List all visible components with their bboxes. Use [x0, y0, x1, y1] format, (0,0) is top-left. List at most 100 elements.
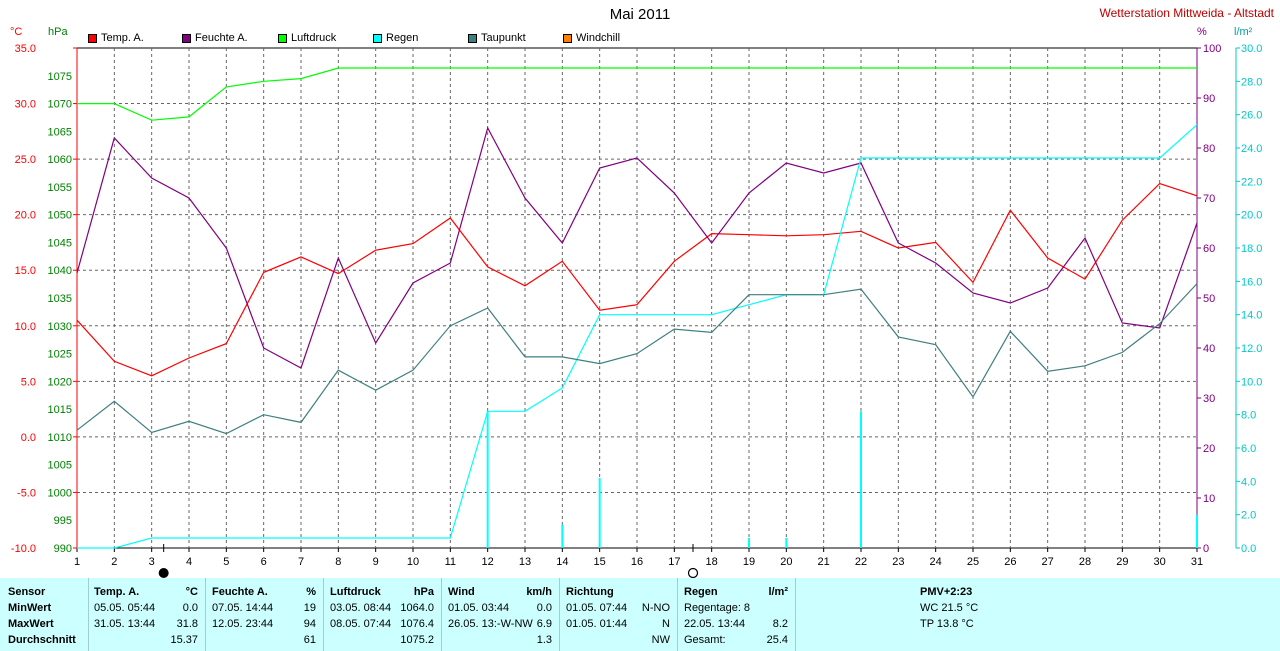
rain-unit: l/m² [1234, 26, 1253, 38]
series-line-luftdruck [77, 67, 1197, 121]
pressure-tick-label: 1020 [48, 376, 72, 388]
x-tick-label: 27 [1042, 556, 1054, 568]
humidity-tick-label: 0 [1203, 543, 1209, 555]
summary-humidity-min-time: 07.05. 14:44 [212, 602, 274, 614]
summary-wind-unit: km/h [526, 586, 552, 598]
legend-swatch [373, 33, 382, 43]
summary-separator [795, 578, 796, 651]
humidity-tick-label: 40 [1203, 343, 1215, 355]
summary-humidity-max-time: 12.05. 23:44 [212, 618, 274, 630]
x-tick-label: 7 [298, 556, 304, 568]
x-tick-label: 1 [74, 556, 80, 568]
summary-wind-col: Wind km/h 01.05. 03:44 0.0 26.05. 13:-W-… [448, 578, 552, 651]
x-tick-label: 14 [556, 556, 568, 568]
summary-direction-max-time: 01.05. 01:44 [566, 618, 628, 630]
humidity-tick-label: 30 [1203, 393, 1215, 405]
temp-tick-label: 5.0 [21, 376, 36, 388]
series-line-feuchte-a [76, 126, 1198, 369]
humidity-tick-label: 80 [1203, 143, 1215, 155]
summary-temp-min-value: 0.0 [182, 602, 198, 614]
humidity-unit: % [1197, 26, 1207, 38]
summary-temp-unit: °C [185, 586, 198, 598]
summary-rain-max-time: 22.05. 13:44 [684, 618, 746, 630]
x-tick-label: 12 [482, 556, 494, 568]
pressure-tick-label: 1010 [48, 432, 72, 444]
x-tick-label: 31 [1191, 556, 1203, 568]
summary-pmv: PMV+2:23 [920, 586, 973, 598]
series-line-temp-a [76, 182, 1198, 377]
x-tick-label: 10 [407, 556, 419, 568]
pressure-tick-label: 1000 [48, 487, 72, 499]
summary-direction-avg-value: NW [651, 634, 670, 646]
summary-rain-max-value: 8.2 [772, 618, 788, 630]
x-tick-label: 18 [706, 556, 718, 568]
rain-tick-label: 4.0 [1241, 476, 1256, 488]
temp-tick-label: -5.0 [17, 487, 36, 499]
summary-sensor-header: Sensor [8, 586, 46, 598]
chart-title: Mai 2011 [609, 6, 671, 23]
legend-label: Taupunkt [481, 32, 526, 44]
summary-separator [88, 578, 89, 651]
humidity-tick-label: 10 [1203, 493, 1215, 505]
x-tick-label: 28 [1079, 556, 1091, 568]
weather-chart: 1 2 3 4 5 6 7 8 9 10 11 12 13 14 15 16 17 18 19 20 21 22 23 24 2… [11, 43, 1262, 578]
x-tick-label: 11 [445, 556, 456, 568]
humidity-tick-label: 20 [1203, 443, 1215, 455]
humidity-tick-label: 70 [1203, 193, 1215, 205]
rain-tick-label: 30.0 [1241, 43, 1262, 55]
summary-avg-label: Durchschnitt [8, 634, 76, 646]
legend-swatch [563, 33, 572, 43]
rain-tick-label: 8.0 [1241, 410, 1256, 422]
summary-wind-max-value: 6.9 [536, 618, 552, 630]
summary-min-label: MinWert [8, 602, 52, 614]
x-tick-label: 3 [149, 556, 155, 568]
x-tick-label: 19 [743, 556, 755, 568]
legend-label: Temp. A. [101, 32, 144, 44]
summary-direction-min-value: N-NO [641, 602, 670, 614]
temp-tick-label: 10.0 [15, 321, 36, 333]
x-tick-label: 23 [892, 556, 904, 568]
pressure-tick-label: 1065 [48, 126, 72, 138]
humidity-tick-label: 90 [1203, 93, 1215, 105]
summary-pressure-col: Luftdruck hPa 03.05. 08:44 1064.0 08.05.… [330, 578, 434, 651]
summary-temp-avg-value: 15.37 [170, 634, 198, 646]
summary-panel: Sensor MinWert MaxWert Durchschnitt Temp… [0, 578, 1280, 651]
legend-label: Feuchte A. [195, 32, 248, 44]
x-tick-label: 25 [967, 556, 979, 568]
temp-tick-label: -10.0 [11, 543, 36, 555]
summary-max-label: MaxWert [8, 618, 54, 630]
legend-label: Windchill [576, 32, 621, 44]
summary-humidity-max-value: 94 [303, 618, 316, 630]
legend-label: Luftdruck [291, 32, 337, 44]
summary-rain-total-label: Gesamt: [684, 634, 726, 646]
legend-swatch [88, 33, 97, 43]
summary-pressure-avg-value: 1075.2 [400, 634, 434, 646]
humidity-tick-label: 60 [1203, 243, 1215, 255]
x-tick-label: 17 [668, 556, 680, 568]
pressure-tick-label: 1015 [48, 404, 72, 416]
pressure-tick-label: 1050 [48, 210, 72, 222]
summary-pressure-unit: hPa [413, 586, 434, 598]
summary-temp-max-value: 31.8 [176, 618, 198, 630]
rain-tick-label: 16.0 [1241, 276, 1262, 288]
rain-tick-label: 28.0 [1241, 76, 1262, 88]
summary-separator [559, 578, 560, 651]
legend-label: Regen [386, 32, 419, 44]
pressure-tick-label: 1030 [48, 321, 72, 333]
station-name: Wetterstation Mittweida - Altstadt [1099, 6, 1274, 20]
x-tick-label: 21 [818, 556, 830, 568]
summary-humidity-col: Feuchte A. % 07.05. 14:44 19 12.05. 23:4… [212, 578, 316, 651]
rain-tick-label: 2.0 [1241, 510, 1256, 522]
legend-swatch [278, 33, 287, 43]
summary-rain-col: Regen l/m² Regentage: 8 22.05. 13:44 8.2… [684, 578, 788, 651]
summary-wind-header: Wind [448, 586, 475, 598]
pressure-tick-label: 1025 [48, 349, 72, 361]
summary-direction-max-value: N [662, 618, 670, 630]
rain-tick-label: 20.0 [1241, 210, 1262, 222]
summary-pmv-col: PMV+2:23 WC 21.5 °C TP 13.8 °C [920, 578, 1060, 651]
humidity-tick-label: 50 [1203, 293, 1215, 305]
legend-temp: Temp. A. [88, 32, 144, 44]
new-moon-icon [158, 568, 169, 578]
series-line-taupunkt [76, 283, 1198, 435]
rain-tick-label: 14.0 [1241, 310, 1262, 322]
